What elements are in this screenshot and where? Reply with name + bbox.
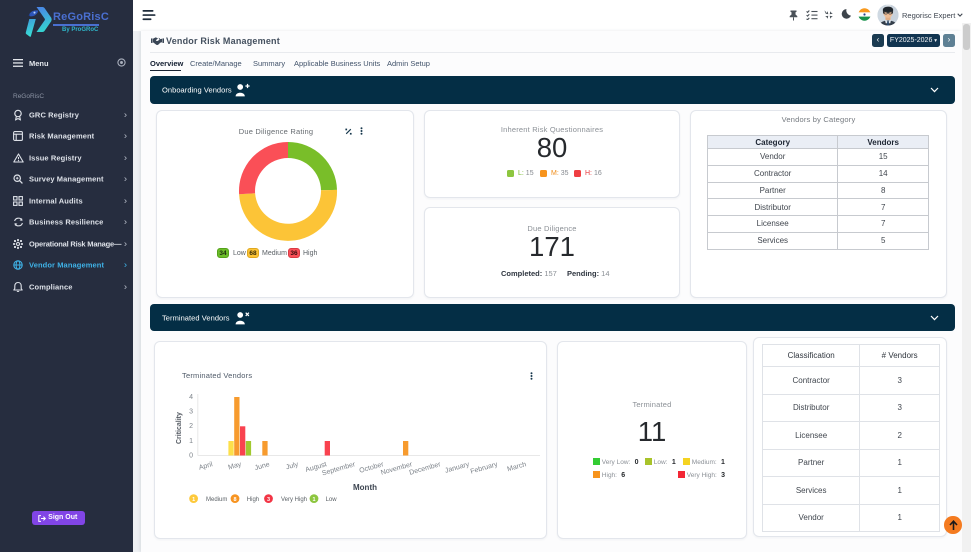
svg-text:February: February [470,461,499,476]
svg-text:September: September [321,461,356,477]
svg-text:1: 1 [192,497,195,503]
svg-text:3: 3 [267,497,270,503]
svg-text:January: January [444,461,470,475]
svg-text:1: 1 [312,497,315,503]
svg-text:December: December [409,461,443,477]
svg-text:May: May [228,461,243,472]
svg-text:April: April [198,461,214,472]
svg-text:June: June [254,461,271,472]
svg-text:Low: Low [326,497,338,503]
svg-text:March: March [507,461,528,473]
svg-text:Month: Month [353,483,377,492]
svg-text:2: 2 [189,423,193,430]
svg-text:8: 8 [233,497,236,503]
svg-text:4: 4 [189,394,193,401]
svg-text:High: High [247,497,259,503]
svg-text:November: November [380,461,414,477]
svg-text:Medium: Medium [206,497,227,503]
svg-text:Very High: Very High [281,497,307,503]
svg-text:1: 1 [189,438,193,445]
svg-text:July: July [285,461,299,471]
svg-text:0: 0 [189,452,193,459]
svg-text:Criticality: Criticality [176,412,183,444]
svg-text:3: 3 [189,409,193,416]
